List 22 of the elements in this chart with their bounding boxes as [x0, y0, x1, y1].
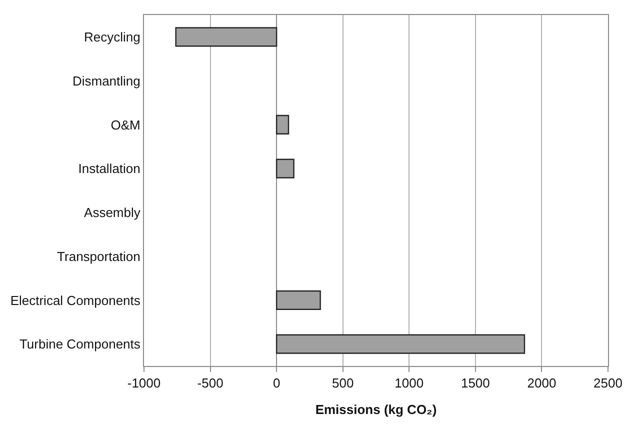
- x-tick-label: 2000: [527, 376, 556, 391]
- x-tick-label: 2500: [594, 376, 622, 391]
- bar: [276, 114, 290, 134]
- y-tick-label: Assembly: [84, 204, 141, 220]
- x-axis-title: Emissions (kg CO₂): [315, 402, 437, 418]
- x-tick-label: 500: [332, 376, 354, 391]
- x-tick-label: -500: [197, 376, 224, 391]
- bar: [276, 158, 294, 178]
- bar: [276, 290, 321, 310]
- x-tick-label: 1500: [460, 376, 490, 391]
- y-tick-label: Installation: [78, 161, 140, 176]
- y-tick-label: Transportation: [57, 248, 140, 264]
- bar: [175, 27, 278, 47]
- y-tick-label: Dismantling: [72, 73, 140, 88]
- y-tick-label: Recycling: [84, 29, 140, 44]
- x-tick-label: 0: [272, 376, 280, 391]
- x-tick-label: -1000: [127, 376, 161, 391]
- y-tick-label: Turbine Components: [19, 336, 141, 352]
- y-tick-label: Electrical Components: [10, 292, 141, 308]
- x-tick-label: 1000: [394, 376, 424, 391]
- bar: [276, 334, 526, 354]
- y-tick-label: O&M: [110, 117, 140, 132]
